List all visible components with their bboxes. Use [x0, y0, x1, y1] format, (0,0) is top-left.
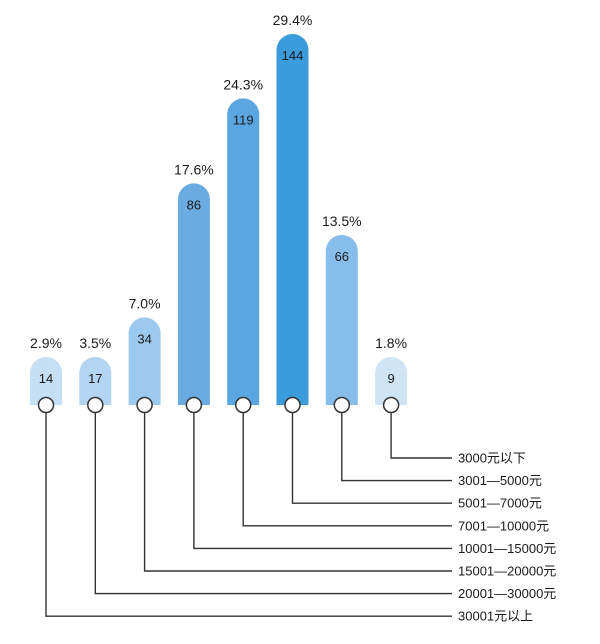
- leader-line-2: [143, 412, 452, 572]
- bar-4: [227, 98, 260, 405]
- category-label-6: 3001—5000元: [458, 473, 542, 488]
- bar-5: [276, 34, 309, 405]
- leader-line-1: [94, 412, 452, 595]
- percent-label-7: 1.8%: [375, 335, 407, 351]
- leader-line-5: [291, 412, 452, 504]
- category-label-0: 30001元以上: [458, 609, 533, 624]
- percent-label-3: 17.6%: [174, 161, 214, 177]
- percent-label-1: 3.5%: [79, 335, 111, 351]
- bar-3: [177, 183, 210, 405]
- axis-marker-2: [136, 396, 153, 414]
- value-label-1: 17: [88, 371, 102, 386]
- axis-markers: [37, 396, 400, 414]
- category-label-2: 15001—20000元: [458, 564, 556, 579]
- value-label-7: 9: [387, 371, 394, 386]
- axis-marker-7: [382, 396, 400, 414]
- bar-7: [375, 357, 408, 405]
- value-label-6: 66: [335, 249, 349, 264]
- leader-lines: [45, 412, 452, 617]
- bars: [30, 34, 408, 405]
- axis-marker-4: [234, 396, 252, 414]
- leader-line-6: [341, 412, 452, 482]
- value-label-0: 14: [39, 371, 53, 386]
- leader-line-3: [193, 412, 452, 550]
- percent-label-6: 13.5%: [322, 213, 362, 229]
- value-label-5: 144: [282, 48, 304, 63]
- axis-marker-1: [87, 396, 104, 414]
- percent-label-2: 7.0%: [129, 295, 161, 311]
- axis-marker-0: [37, 396, 55, 414]
- bar-2: [128, 317, 161, 405]
- axis-marker-5: [284, 396, 301, 414]
- category-label-5: 5001—7000元: [458, 496, 542, 511]
- bar-6: [325, 234, 358, 405]
- percent-label-5: 29.4%: [273, 12, 313, 28]
- axis-marker-6: [333, 396, 351, 414]
- value-label-4: 119: [233, 112, 254, 127]
- category-label-4: 7001—10000元: [458, 518, 549, 533]
- leader-line-7: [390, 412, 452, 459]
- category-label-7: 3000元以下: [458, 451, 526, 466]
- percent-label-0: 2.9%: [30, 335, 62, 351]
- value-label-2: 34: [137, 331, 151, 346]
- category-label-3: 10001—15000元: [458, 541, 556, 556]
- value-label-3: 86: [187, 197, 201, 212]
- bar-1: [79, 357, 112, 405]
- axis-marker-3: [185, 396, 203, 414]
- data-labels: 14 2.9% 17 3.5% 34 7.0% 86 17.6% 119 24.3% 144 29.4…: [30, 12, 407, 386]
- leader-line-0: [45, 412, 452, 617]
- category-label-1: 20001—30000元: [458, 586, 556, 601]
- percent-label-4: 24.3%: [223, 76, 263, 92]
- leader-line-4: [242, 412, 452, 527]
- category-labels: 30001元以上 20001—30000元 15001—20000元 10001—15…: [458, 451, 556, 624]
- bar-0: [30, 357, 62, 405]
